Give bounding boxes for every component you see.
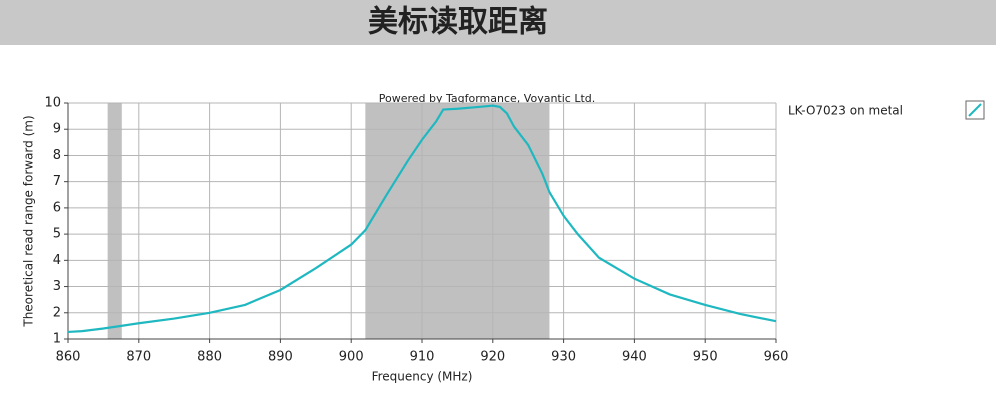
series-line: [67, 104, 777, 334]
y-tick-label: 8: [53, 148, 61, 163]
x-tick-label: 860: [56, 350, 81, 365]
x-tick-label: 880: [197, 350, 222, 365]
legend-swatch: [968, 103, 982, 117]
x-tick-label: 950: [693, 350, 718, 365]
y-tick-label: 6: [53, 200, 61, 215]
frequency-band: [365, 103, 550, 339]
y-tick-label: 9: [53, 122, 61, 137]
x-tick-label: 900: [339, 350, 364, 365]
x-axis-label: Frequency (MHz): [372, 370, 473, 384]
y-tick-label: 7: [53, 174, 61, 189]
annotation: Powered by Tagformance, Voyantic Ltd.: [379, 92, 596, 105]
frequency-band: [107, 103, 122, 339]
page-title: 美标读取距离: [368, 5, 548, 40]
x-tick-label: 940: [622, 350, 647, 365]
header-bar: [0, 0, 996, 45]
y-tick-label: 10: [44, 96, 61, 111]
x-tick-label: 910: [410, 350, 435, 365]
x-tick-label: 870: [126, 350, 151, 365]
y-axis-label: Theoretical read range forward (m): [22, 115, 36, 327]
y-tick-label: 4: [53, 253, 61, 268]
legend-label: LK-O7023 on metal: [788, 104, 903, 118]
y-tick-label: 1: [53, 332, 61, 347]
y-tick-label: 2: [53, 305, 61, 320]
x-tick-label: 890: [268, 350, 293, 365]
y-tick-label: 5: [53, 227, 61, 242]
x-tick-label: 920: [480, 350, 505, 365]
y-tick-label: 3: [53, 279, 61, 294]
x-tick-label: 960: [764, 350, 789, 365]
x-tick-label: 930: [551, 350, 576, 365]
